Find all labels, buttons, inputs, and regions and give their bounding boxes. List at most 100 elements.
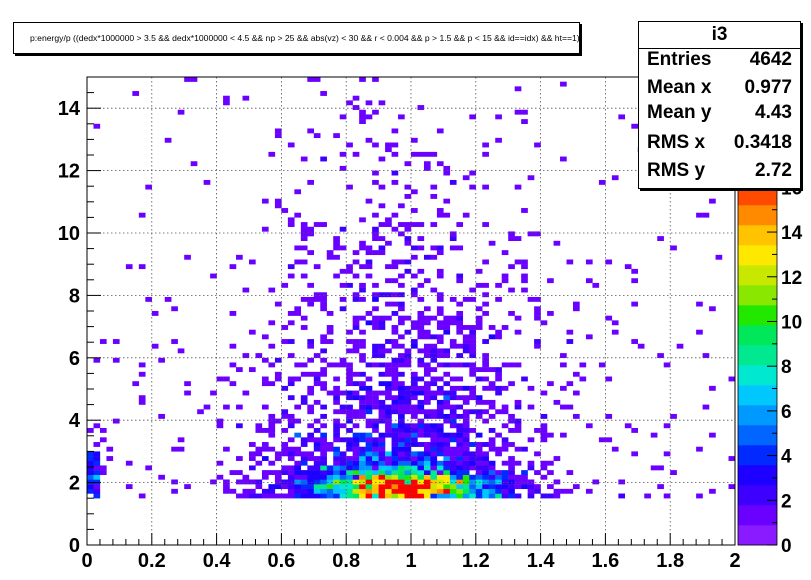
heatmap-bin [456, 245, 464, 251]
heatmap-bin [93, 442, 101, 447]
heatmap-bin [313, 446, 321, 452]
heatmap-bin [527, 404, 535, 410]
heatmap-bin [430, 442, 438, 447]
heatmap-bin [482, 292, 489, 298]
heatmap-bin [430, 245, 438, 251]
color-scale-step [738, 425, 777, 446]
heatmap-bin [352, 409, 360, 415]
heatmap-bin [398, 423, 405, 429]
heatmap-bin [300, 451, 308, 457]
heatmap-bin [482, 362, 489, 368]
heatmap-bin [372, 399, 379, 405]
heatmap-bin [436, 245, 444, 251]
heatmap-bin [430, 488, 438, 494]
heatmap-bin [287, 353, 295, 358]
heatmap-bin [501, 423, 509, 429]
heatmap-bin [93, 465, 101, 471]
heatmap-bin [87, 488, 94, 494]
heatmap-bin [164, 137, 172, 143]
heatmap-bin [663, 493, 671, 499]
heatmap-bin [508, 456, 515, 461]
heatmap-bin [404, 432, 412, 438]
heatmap-bin [378, 156, 386, 162]
heatmap-bin [391, 376, 399, 382]
heatmap-bin [320, 423, 327, 429]
heatmap-bin [475, 282, 483, 288]
heatmap-bin [482, 301, 489, 307]
heatmap-bin [346, 470, 353, 475]
heatmap-bin [417, 451, 425, 457]
heatmap-bin [501, 409, 509, 415]
heatmap-bin [501, 460, 509, 466]
heatmap-bin [346, 479, 353, 485]
heatmap-bin [385, 395, 392, 401]
heatmap-bin [385, 470, 392, 475]
heatmap-bin [378, 348, 386, 354]
heatmap-bin [385, 409, 392, 415]
heatmap-bin [475, 395, 483, 401]
heatmap-bin [462, 428, 470, 433]
heatmap-bin [339, 484, 347, 490]
heatmap-bin [404, 399, 412, 405]
heatmap-bin [411, 451, 418, 457]
heatmap-bin [540, 320, 548, 326]
heatmap-bin [488, 399, 496, 405]
heatmap-bin [449, 456, 457, 461]
heatmap-bin [404, 390, 412, 396]
heatmap-bin [385, 479, 392, 485]
heatmap-bin [106, 456, 114, 461]
heatmap-bin [430, 465, 438, 471]
heatmap-bin [404, 161, 412, 167]
heatmap-bin [359, 282, 366, 288]
heatmap-bin [411, 437, 418, 443]
heatmap-bin [404, 404, 412, 410]
heatmap-bin [307, 226, 314, 232]
heatmap-bin [268, 418, 276, 424]
heatmap-bin [99, 437, 107, 443]
heatmap-bin [456, 222, 464, 227]
heatmap-bin [300, 259, 308, 265]
heatmap-bin [443, 404, 451, 410]
heatmap-bin [423, 442, 431, 447]
heatmap-bin [488, 488, 496, 494]
heatmap-bin [281, 428, 289, 433]
heatmap-bin [300, 371, 308, 377]
heatmap-bin [449, 236, 457, 241]
heatmap-bin [449, 362, 457, 368]
heatmap-bin [495, 376, 502, 382]
heatmap-bin [391, 381, 399, 387]
heatmap-bin [307, 404, 314, 410]
heatmap-bin [307, 390, 314, 396]
x-tick-label: 0.6 [267, 550, 295, 572]
heatmap-bin [501, 484, 509, 490]
heatmap-bin [423, 470, 431, 475]
heatmap-bin [333, 376, 340, 382]
heatmap-bin [488, 240, 496, 246]
heatmap-bin [281, 385, 289, 391]
heatmap-bin [443, 460, 451, 466]
heatmap-bin [436, 296, 444, 302]
heatmap-bin [365, 137, 373, 143]
heatmap-bin [417, 428, 425, 433]
heatmap-bin [365, 432, 373, 438]
heatmap-bin [359, 484, 366, 490]
heatmap-bin [449, 423, 457, 429]
x-tick-label: 1.8 [656, 550, 684, 572]
heatmap-bin [417, 460, 425, 466]
heatmap-bin [488, 413, 496, 419]
heatmap-bin [391, 325, 399, 330]
heatmap-bin [255, 423, 263, 429]
stats-value: 4.43 [755, 102, 792, 123]
heatmap-bin [372, 212, 379, 218]
heatmap-bin [242, 493, 250, 499]
heatmap-bin [151, 343, 159, 349]
heatmap-bin [372, 479, 379, 485]
heatmap-bin [99, 470, 107, 475]
heatmap-bin [696, 493, 703, 499]
heatmap-bin [430, 381, 438, 387]
heatmap-bin [365, 390, 373, 396]
heatmap-bin [378, 100, 386, 106]
x-tick-label: 0.8 [332, 550, 360, 572]
heatmap-bin [449, 451, 457, 457]
heatmap-bin [333, 254, 340, 260]
